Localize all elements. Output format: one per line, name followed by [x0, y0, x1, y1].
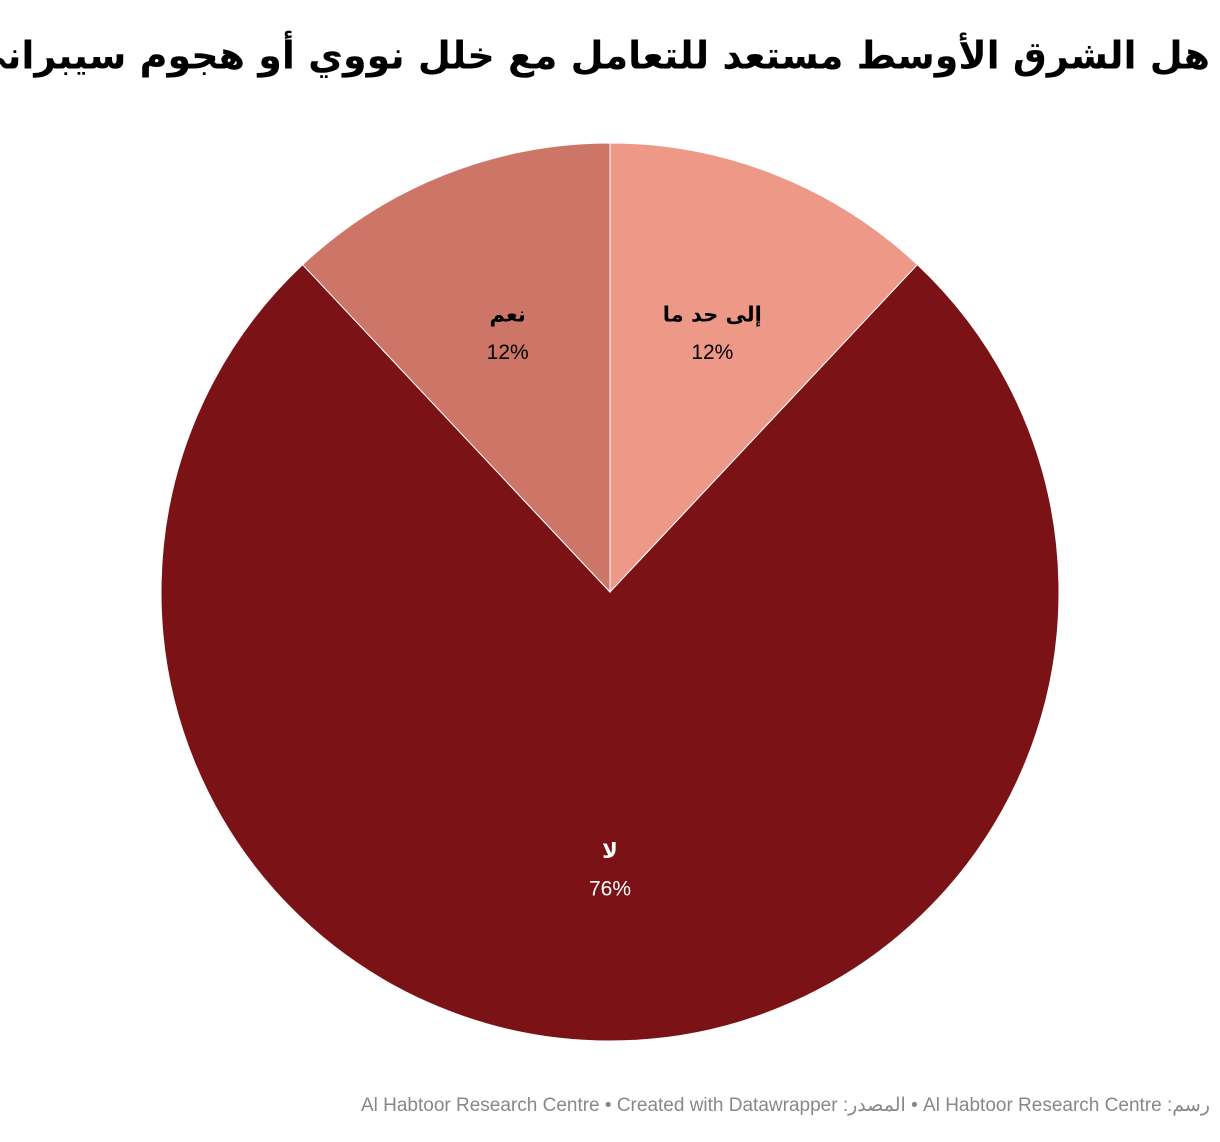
- slice-label: إلى حد ما: [663, 303, 762, 327]
- slice-value-label: 12%: [487, 341, 529, 364]
- slice-value-label: 76%: [589, 878, 631, 901]
- slice-label: لا: [602, 839, 618, 863]
- pie-slice: [160, 263, 1060, 1042]
- pie-slice: [609, 142, 919, 594]
- slice-value-label: 12%: [691, 341, 733, 364]
- pie-slice: [301, 142, 611, 594]
- pie: إلى حد ما 12% لا 76% نعم 12%: [160, 142, 1060, 1042]
- slice-label: نعم: [490, 303, 526, 327]
- chart-title: هل الشرق الأوسط مستعد للتعامل مع خلل نوو…: [0, 31, 1210, 79]
- footer: رسم: Al Habtoor Research Centre • المصدر…: [361, 1095, 1210, 1116]
